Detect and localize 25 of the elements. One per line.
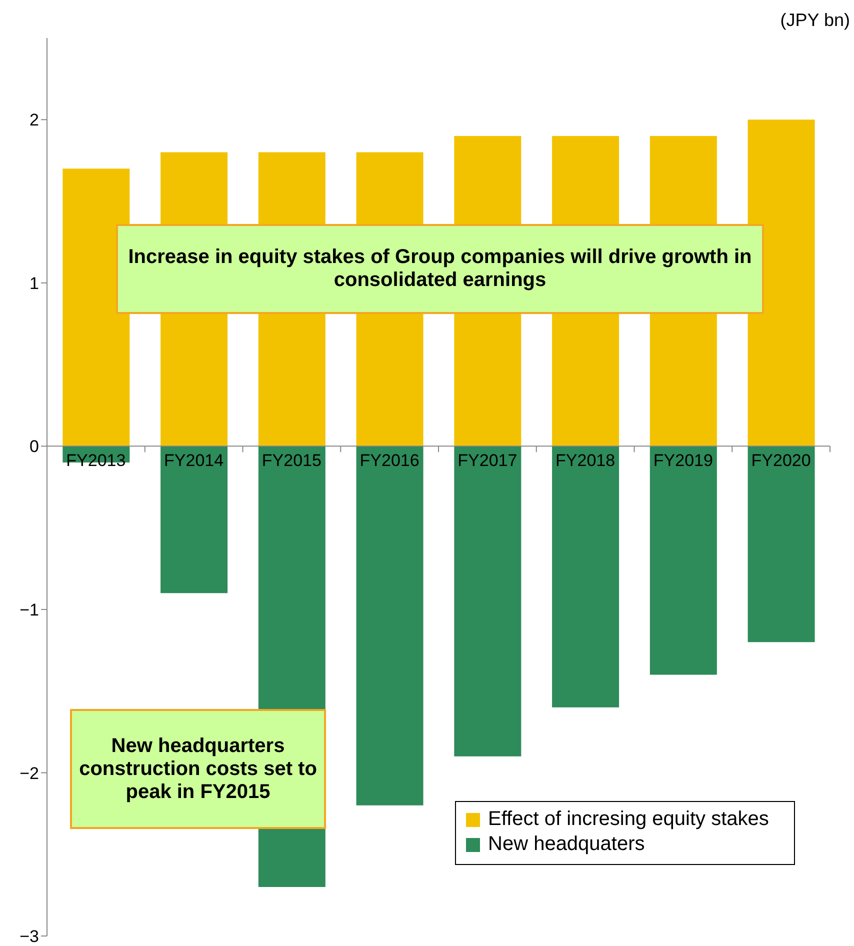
bar <box>650 446 717 675</box>
bar <box>356 446 424 806</box>
x-tick-label: FY2018 <box>556 451 616 470</box>
y-tick-label: 0 <box>30 437 39 456</box>
x-tick-label: FY2014 <box>164 451 224 470</box>
x-tick-label: FY2015 <box>262 451 322 470</box>
bar <box>454 446 522 756</box>
y-tick-label: −1 <box>20 600 39 620</box>
legend-label: New headquaters <box>488 833 645 856</box>
bar <box>160 446 228 594</box>
x-tick-label: FY2020 <box>751 451 811 470</box>
note-box: New headquarters construction costs set to peak in FY2015 <box>70 709 326 829</box>
y-tick-label: −2 <box>20 764 39 783</box>
y-tick-label: 1 <box>30 274 39 293</box>
legend-label: Effect of incresing equity stakes <box>488 808 769 831</box>
y-tick-label: 2 <box>30 110 39 130</box>
x-tick-label: FY2016 <box>360 451 420 470</box>
bar <box>62 168 130 446</box>
bar <box>748 446 815 642</box>
bar <box>552 446 620 708</box>
y-axis-title: (JPY bn) <box>780 10 850 31</box>
note-box: Increase in equity stakes of Group companies will drive growth in consolidated earnings <box>116 224 764 314</box>
x-tick-label: FY2017 <box>458 451 518 470</box>
x-tick-label: FY2019 <box>653 451 713 470</box>
y-tick-label: −3 <box>20 927 39 946</box>
